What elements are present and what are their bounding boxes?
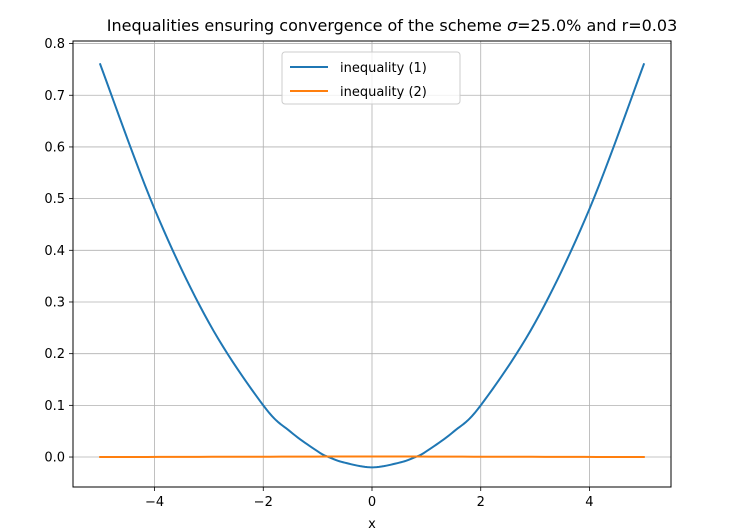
y-tick-label: 0.1 — [44, 399, 65, 414]
series-line-inequality-2 — [99, 455, 645, 459]
y-tick-label: 0.7 — [44, 89, 65, 104]
y-tick-label: 0.0 — [44, 451, 65, 466]
y-tick-label: 0.4 — [44, 244, 65, 259]
chart-title: Inequalities ensuring convergence of the… — [107, 16, 678, 35]
legend-label-inequality-2: inequality (2) — [340, 85, 427, 100]
y-tick-label: 0.3 — [44, 295, 65, 310]
series-line-inequality-1 — [98, 62, 646, 469]
y-tick-label: 0.8 — [44, 37, 65, 52]
legend: inequality (1) inequality (2) — [281, 51, 461, 105]
x-axis-label: x — [368, 517, 376, 528]
x-tick-label: 4 — [585, 495, 593, 510]
y-tick-label: 0.5 — [44, 192, 65, 207]
y-axis-ticks: 0.0 0.1 0.2 0.3 0.4 0.5 0.6 0.7 0.8 — [44, 37, 73, 466]
x-tick-label: −4 — [145, 495, 164, 510]
y-tick-label: 0.6 — [44, 140, 65, 155]
x-axis-ticks: −4 −2 0 2 4 — [145, 487, 594, 510]
x-tick-label: 2 — [477, 495, 485, 510]
x-tick-label: 0 — [368, 495, 376, 510]
x-tick-label: −2 — [254, 495, 273, 510]
legend-label-inequality-1: inequality (1) — [340, 61, 427, 76]
series-layer — [98, 62, 646, 469]
y-tick-label: 0.2 — [44, 347, 65, 362]
